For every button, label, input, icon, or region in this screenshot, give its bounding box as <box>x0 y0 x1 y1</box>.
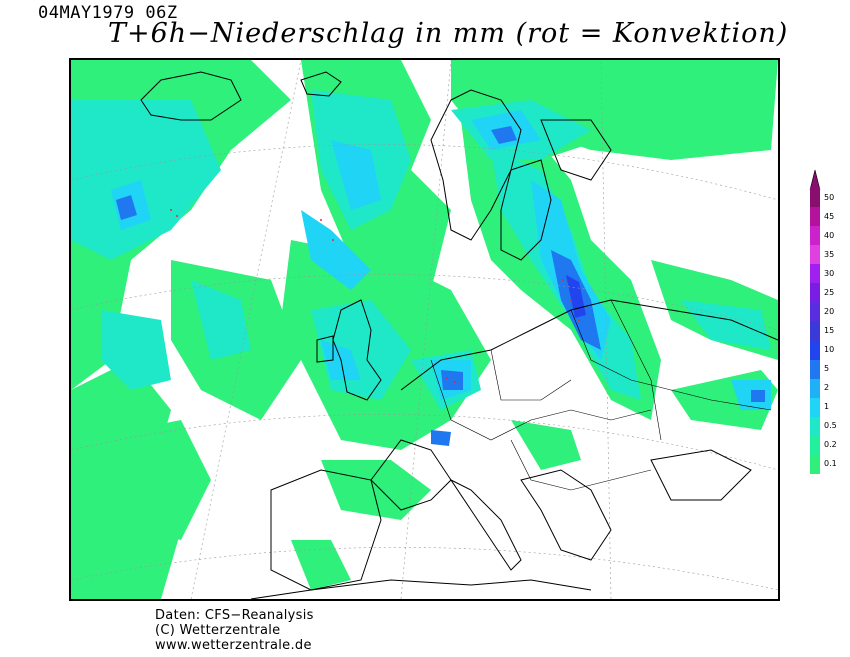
legend-level-label: 2 <box>824 383 830 393</box>
legend-level-label: 1 <box>824 402 830 412</box>
legend-level-label: 0.1 <box>824 459 837 469</box>
legend-level-label: 25 <box>824 287 835 297</box>
map-canvas <box>71 60 778 599</box>
legend-swatch <box>810 378 820 398</box>
legend-level-label: 5 <box>824 364 830 374</box>
legend-swatch <box>810 416 820 436</box>
legend-level-label: 50 <box>824 192 835 202</box>
legend-swatch <box>810 340 820 360</box>
legend-swatch <box>810 188 820 208</box>
legend-swatch <box>810 321 820 341</box>
legend-level-label: 0.2 <box>824 440 837 450</box>
legend-swatch <box>810 226 820 246</box>
valid-date: 04MAY1979 06Z <box>38 3 178 23</box>
legend-swatch <box>810 435 820 455</box>
precipitation-map[interactable] <box>69 58 780 601</box>
legend-swatch <box>810 397 820 417</box>
legend-swatch <box>810 207 820 227</box>
legend-top-arrow <box>809 169 821 190</box>
legend-level-label: 20 <box>824 306 835 316</box>
graticule <box>71 60 778 599</box>
precipitation-legend: 50 45 40 35 30 25 20 15 10 5 2 1 0.5 0.2 0.1 <box>808 168 848 483</box>
legend-level-label: 15 <box>824 326 835 335</box>
legend-swatch <box>810 283 820 303</box>
legend-level-label: 40 <box>824 230 835 240</box>
convection-markers <box>170 209 580 383</box>
legend-swatch <box>810 454 820 474</box>
legend-level-label: 30 <box>824 268 835 278</box>
website-link[interactable]: www.wetterzentrale.de <box>155 638 312 653</box>
copyright: (C) Wetterzentrale <box>155 623 281 638</box>
legend-color-bar <box>810 188 820 474</box>
country-borders <box>430 299 772 491</box>
legend-swatch <box>810 245 820 265</box>
footer-credits: Daten: CFS−Reanalysis (C) Wetterzentrale… <box>155 608 314 653</box>
legend-level-label: 0.5 <box>824 421 837 431</box>
legend-swatch <box>810 359 820 379</box>
legend-swatch <box>810 302 820 322</box>
legend-level-label: 35 <box>824 249 835 259</box>
legend-level-label: 10 <box>824 345 835 355</box>
legend-level-label: 45 <box>824 211 835 221</box>
chart-title: T+6h−Niederschlag in mm (rot = Konvektio… <box>108 18 789 49</box>
data-source: Daten: CFS−Reanalysis <box>155 608 314 623</box>
legend-swatch <box>810 264 820 284</box>
